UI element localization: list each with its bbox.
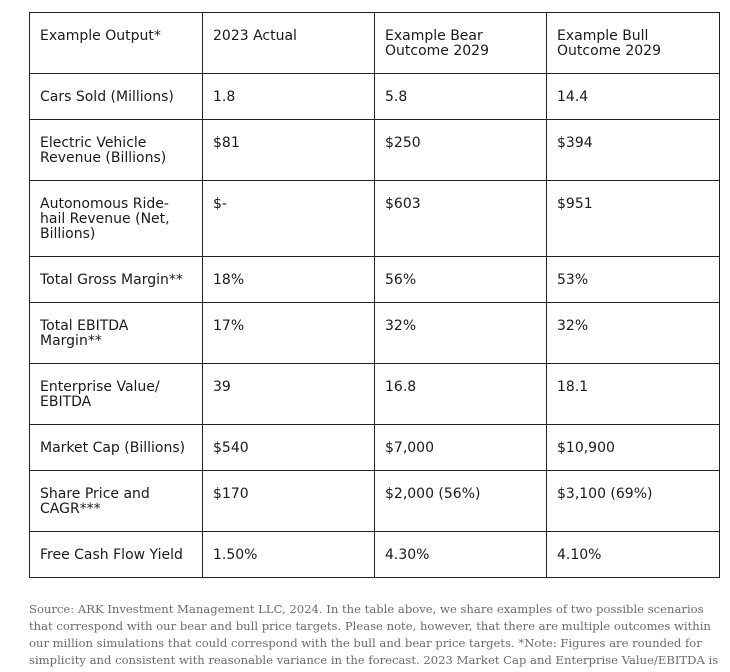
header-cell-2023-actual: 2023 Actual <box>202 12 375 74</box>
table-cell: 4.10% <box>546 531 720 578</box>
table-cell: $10,900 <box>546 424 720 471</box>
table-cell: 18% <box>202 256 375 303</box>
table-row: Cars Sold (Millions) 1.8 5.8 14.4 <box>29 73 720 120</box>
row-label-cell: Electric Vehicle Revenue (Billions) <box>29 119 203 181</box>
table-cell: 18.1 <box>546 363 720 425</box>
table-row: Free Cash Flow Yield 1.50% 4.30% 4.10% <box>29 531 720 578</box>
table-cell: $540 <box>202 424 375 471</box>
table-row: Share Price and CAGR*** $170 $2,000 (56%… <box>29 470 720 532</box>
table-cell: 32% <box>374 302 547 364</box>
table-cell: $603 <box>374 180 547 257</box>
row-label-cell: Total EBITDA Margin** <box>29 302 203 364</box>
table-cell: $951 <box>546 180 720 257</box>
table-cell: 16.8 <box>374 363 547 425</box>
table-cell: $81 <box>202 119 375 181</box>
table-cell: $2,000 (56%) <box>374 470 547 532</box>
table-row: Market Cap (Billions) $540 $7,000 $10,90… <box>29 424 720 471</box>
table-row: Total Gross Margin** 18% 56% 53% <box>29 256 720 303</box>
table-row: Autonomous Ride-hail Revenue (Net, Billi… <box>29 180 720 257</box>
source-note: Source: ARK Investment Management LLC, 2… <box>29 602 719 672</box>
table-cell: 1.50% <box>202 531 375 578</box>
table-row: Enterprise Value/ EBITDA 39 16.8 18.1 <box>29 363 720 425</box>
table-cell: $- <box>202 180 375 257</box>
row-label-cell: Market Cap (Billions) <box>29 424 203 471</box>
table-cell: $170 <box>202 470 375 532</box>
row-label-cell: Cars Sold (Millions) <box>29 73 203 120</box>
table-row: Total EBITDA Margin** 17% 32% 32% <box>29 302 720 364</box>
row-label-cell: Total Gross Margin** <box>29 256 203 303</box>
table-cell: 53% <box>546 256 720 303</box>
row-label-cell: Enterprise Value/ EBITDA <box>29 363 203 425</box>
table-cell: 4.30% <box>374 531 547 578</box>
table-cell: 1.8 <box>202 73 375 120</box>
table-cell: $7,000 <box>374 424 547 471</box>
row-label-cell: Share Price and CAGR*** <box>29 470 203 532</box>
header-row: Example Output* 2023 Actual Example Bear… <box>29 12 720 74</box>
table-row: Electric Vehicle Revenue (Billions) $81 … <box>29 119 720 181</box>
header-cell-bull-2029: Example Bull Outcome 2029 <box>546 12 720 74</box>
table-cell: 5.8 <box>374 73 547 120</box>
table-cell: 56% <box>374 256 547 303</box>
row-label-cell: Free Cash Flow Yield <box>29 531 203 578</box>
table-cell: 32% <box>546 302 720 364</box>
table-cell: $3,100 (69%) <box>546 470 720 532</box>
outcomes-table: Example Output* 2023 Actual Example Bear… <box>29 12 720 578</box>
header-cell-bear-2029: Example Bear Outcome 2029 <box>374 12 547 74</box>
header-cell-output: Example Output* <box>29 12 203 74</box>
row-label-cell: Autonomous Ride-hail Revenue (Net, Billi… <box>29 180 203 257</box>
table-cell: 39 <box>202 363 375 425</box>
table-cell: $394 <box>546 119 720 181</box>
table-cell: 17% <box>202 302 375 364</box>
table-cell: 14.4 <box>546 73 720 120</box>
table-cell: $250 <box>374 119 547 181</box>
